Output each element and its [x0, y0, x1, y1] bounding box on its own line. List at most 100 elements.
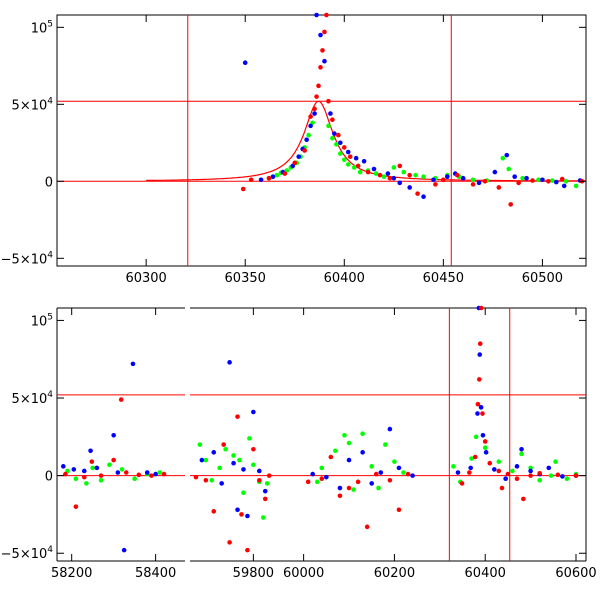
- data-point: [203, 457, 209, 463]
- data-point: [332, 131, 337, 136]
- data-point: [270, 174, 276, 179]
- data-point: [328, 454, 334, 460]
- data-point: [381, 174, 387, 179]
- data-point: [260, 515, 266, 520]
- x-tick-label: 60300: [125, 271, 166, 286]
- data-point: [211, 450, 217, 455]
- data-point: [385, 171, 391, 176]
- data-point: [478, 305, 484, 311]
- data-point: [153, 471, 158, 477]
- y-tick-label-exponent: 4: [47, 96, 53, 106]
- data-point: [310, 471, 315, 477]
- data-point: [573, 183, 579, 189]
- data-point: [546, 179, 551, 184]
- data-point: [477, 341, 483, 346]
- x-tick-label: 60000: [283, 566, 324, 581]
- data-point: [314, 479, 320, 485]
- data-point: [553, 179, 559, 185]
- data-point: [491, 467, 497, 472]
- y-tick-label-exponent: 5: [47, 19, 53, 29]
- data-point: [496, 459, 502, 464]
- x-tick-label: 60400: [465, 566, 506, 581]
- y-tick-label-base: 0: [45, 175, 53, 190]
- data-point: [262, 496, 268, 502]
- data-point: [407, 185, 412, 190]
- data-point: [304, 137, 309, 143]
- data-point: [305, 479, 311, 485]
- data-point: [510, 468, 515, 474]
- data-point: [421, 194, 426, 200]
- data-point: [264, 481, 270, 486]
- data-point: [235, 507, 240, 513]
- data-point: [357, 169, 363, 175]
- x-tick-label: 60450: [423, 271, 464, 286]
- data-point: [240, 186, 246, 192]
- data-point: [245, 513, 250, 519]
- data-point: [199, 457, 205, 463]
- data-point: [500, 155, 506, 161]
- model-curve: [146, 100, 587, 182]
- data-point: [81, 474, 87, 480]
- data-point: [231, 460, 236, 466]
- data-point: [560, 474, 565, 479]
- data-point: [369, 481, 375, 486]
- data-point: [405, 471, 411, 477]
- data-point: [480, 411, 485, 416]
- data-point: [227, 360, 232, 365]
- data-point: [564, 476, 570, 482]
- data-point: [505, 471, 511, 477]
- data-point: [365, 169, 371, 175]
- data-point: [266, 175, 272, 181]
- data-point: [467, 470, 472, 475]
- data-point: [219, 481, 224, 486]
- data-point: [241, 467, 246, 472]
- data-point: [328, 111, 333, 116]
- data-point: [302, 148, 307, 153]
- data-point: [333, 448, 338, 454]
- data-point: [282, 171, 288, 176]
- bottom-panel: 58200 58400 59800 60000 60200 60400 60600 105 5×…: [1, 305, 597, 581]
- data-point: [351, 487, 356, 492]
- data-point: [469, 456, 474, 461]
- data-point: [492, 169, 498, 175]
- data-point: [347, 154, 353, 159]
- data-point: [537, 471, 542, 476]
- data-point: [391, 175, 397, 181]
- data-point: [336, 132, 341, 138]
- x-tick-label: 59800: [233, 566, 274, 581]
- data-point: [314, 12, 319, 18]
- y-tick-label-base: −5×10: [1, 547, 48, 562]
- data-point: [561, 183, 567, 189]
- data-point: [407, 172, 412, 178]
- data-point: [516, 180, 521, 186]
- data-point: [84, 481, 89, 486]
- y-tick-label-base: 10: [31, 314, 48, 329]
- data-point: [548, 473, 554, 478]
- data-point: [364, 524, 370, 530]
- data-point: [520, 175, 525, 181]
- data-point: [496, 185, 502, 190]
- data-point: [353, 155, 359, 161]
- data-point: [514, 476, 520, 482]
- data-point: [346, 440, 352, 446]
- data-point: [217, 465, 223, 471]
- data-point: [482, 179, 488, 184]
- y-tick-label: 5×104: [12, 390, 54, 407]
- data-point: [470, 177, 476, 183]
- data-point: [351, 165, 357, 170]
- plot-frame: [56, 14, 587, 267]
- y-tick-label: −5×104: [1, 250, 54, 267]
- data-point: [211, 509, 217, 514]
- data-point: [401, 470, 406, 475]
- data-point: [504, 152, 510, 158]
- data-point: [514, 464, 520, 469]
- data-point: [530, 178, 535, 183]
- data-point: [473, 434, 479, 440]
- x-tick-label: 60400: [324, 271, 365, 286]
- data-point: [475, 401, 481, 407]
- x-tick-label: 58400: [135, 566, 176, 581]
- data-point: [308, 123, 313, 129]
- data-point: [524, 175, 529, 181]
- data-point: [397, 163, 403, 169]
